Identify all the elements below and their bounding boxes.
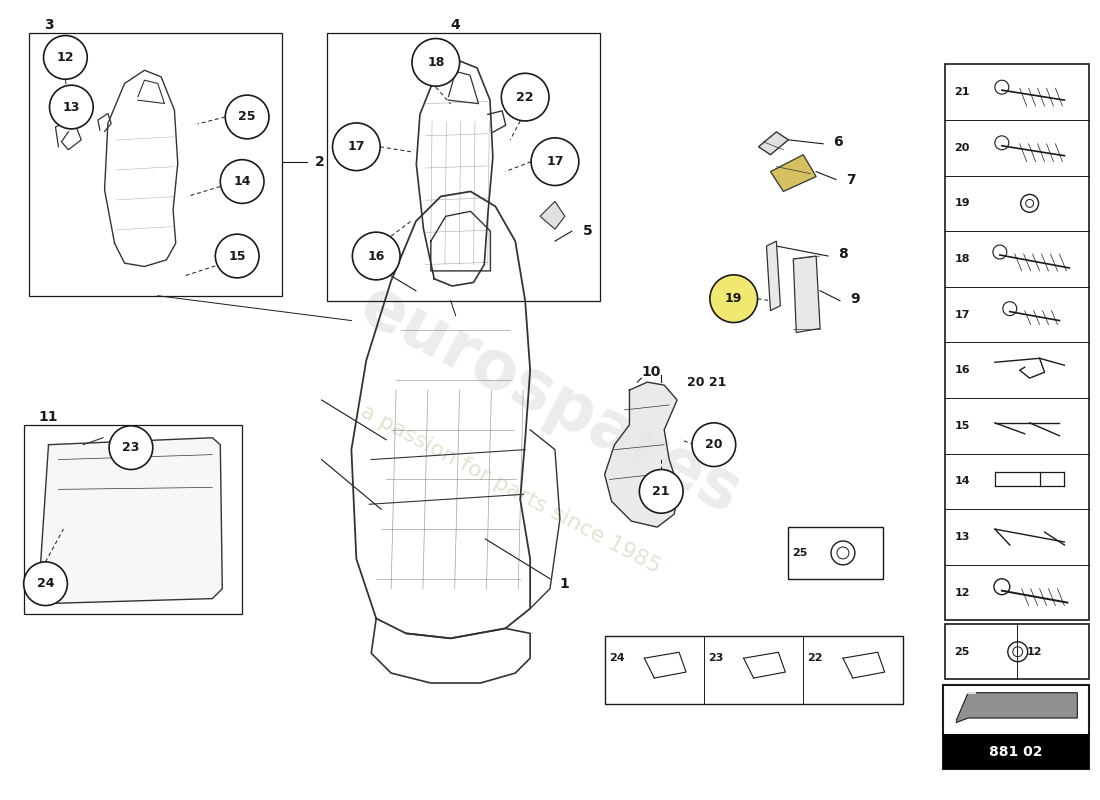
Text: 20: 20 <box>705 438 723 451</box>
Text: 16: 16 <box>367 250 385 262</box>
Polygon shape <box>605 382 679 527</box>
Circle shape <box>220 160 264 203</box>
Circle shape <box>352 232 400 280</box>
Bar <box>789 527 882 578</box>
Circle shape <box>332 123 381 170</box>
Text: 24: 24 <box>608 653 625 663</box>
Circle shape <box>531 138 579 186</box>
Bar <box>945 64 1089 621</box>
Text: 7: 7 <box>846 173 856 186</box>
Circle shape <box>639 470 683 514</box>
Text: 22: 22 <box>516 90 534 104</box>
Text: 13: 13 <box>63 101 80 114</box>
Polygon shape <box>793 256 821 333</box>
Text: 15: 15 <box>229 250 246 262</box>
Text: 21: 21 <box>652 485 670 498</box>
Circle shape <box>44 35 87 79</box>
Text: 16: 16 <box>955 366 970 375</box>
Text: 11: 11 <box>39 410 58 424</box>
Text: 5: 5 <box>583 224 593 238</box>
Text: 881 02: 881 02 <box>990 745 1043 758</box>
Text: 15: 15 <box>955 421 970 431</box>
Circle shape <box>226 95 270 139</box>
Text: 21: 21 <box>955 87 970 97</box>
Text: 18: 18 <box>955 254 970 264</box>
Text: 19: 19 <box>725 292 742 306</box>
Text: 25: 25 <box>793 548 807 558</box>
Text: 9: 9 <box>850 292 859 306</box>
Text: 10: 10 <box>641 365 661 379</box>
Text: 12: 12 <box>1026 646 1042 657</box>
Text: 13: 13 <box>955 532 970 542</box>
Bar <box>24 425 242 614</box>
Text: 8: 8 <box>838 247 848 261</box>
Text: 25: 25 <box>955 646 970 657</box>
Text: 20 21: 20 21 <box>688 376 726 389</box>
Circle shape <box>24 562 67 606</box>
Bar <box>605 636 902 704</box>
Text: 3: 3 <box>44 18 53 32</box>
Bar <box>29 33 282 296</box>
Polygon shape <box>770 154 816 191</box>
Text: 23: 23 <box>122 441 140 454</box>
Circle shape <box>692 423 736 466</box>
Text: 1: 1 <box>560 577 570 590</box>
Text: 4: 4 <box>451 18 461 32</box>
Text: 17: 17 <box>955 310 970 319</box>
Text: 12: 12 <box>56 51 74 64</box>
Circle shape <box>710 275 758 322</box>
Bar <box>944 734 1089 770</box>
Text: 17: 17 <box>547 155 563 168</box>
Text: a passion for parts since 1985: a passion for parts since 1985 <box>356 402 663 578</box>
Text: 24: 24 <box>36 578 54 590</box>
Text: 25: 25 <box>239 110 256 123</box>
Bar <box>944 685 1089 770</box>
Circle shape <box>502 74 549 121</box>
Circle shape <box>50 86 94 129</box>
Polygon shape <box>955 693 1077 723</box>
Text: 12: 12 <box>955 588 970 598</box>
Text: 20: 20 <box>955 142 970 153</box>
Text: eurospares: eurospares <box>349 272 751 528</box>
Polygon shape <box>540 202 565 229</box>
Text: 23: 23 <box>708 653 724 663</box>
Circle shape <box>109 426 153 470</box>
Circle shape <box>216 234 258 278</box>
Circle shape <box>412 38 460 86</box>
Text: 2: 2 <box>315 154 324 169</box>
Text: 19: 19 <box>955 198 970 208</box>
Text: 17: 17 <box>348 140 365 154</box>
Bar <box>327 33 600 301</box>
Text: 6: 6 <box>833 135 843 149</box>
Text: 22: 22 <box>807 653 823 663</box>
Bar <box>945 625 1089 679</box>
Text: 14: 14 <box>233 175 251 188</box>
Text: 18: 18 <box>427 56 444 69</box>
Polygon shape <box>39 438 222 603</box>
Polygon shape <box>759 132 789 154</box>
Polygon shape <box>767 241 780 310</box>
Text: 14: 14 <box>955 477 970 486</box>
